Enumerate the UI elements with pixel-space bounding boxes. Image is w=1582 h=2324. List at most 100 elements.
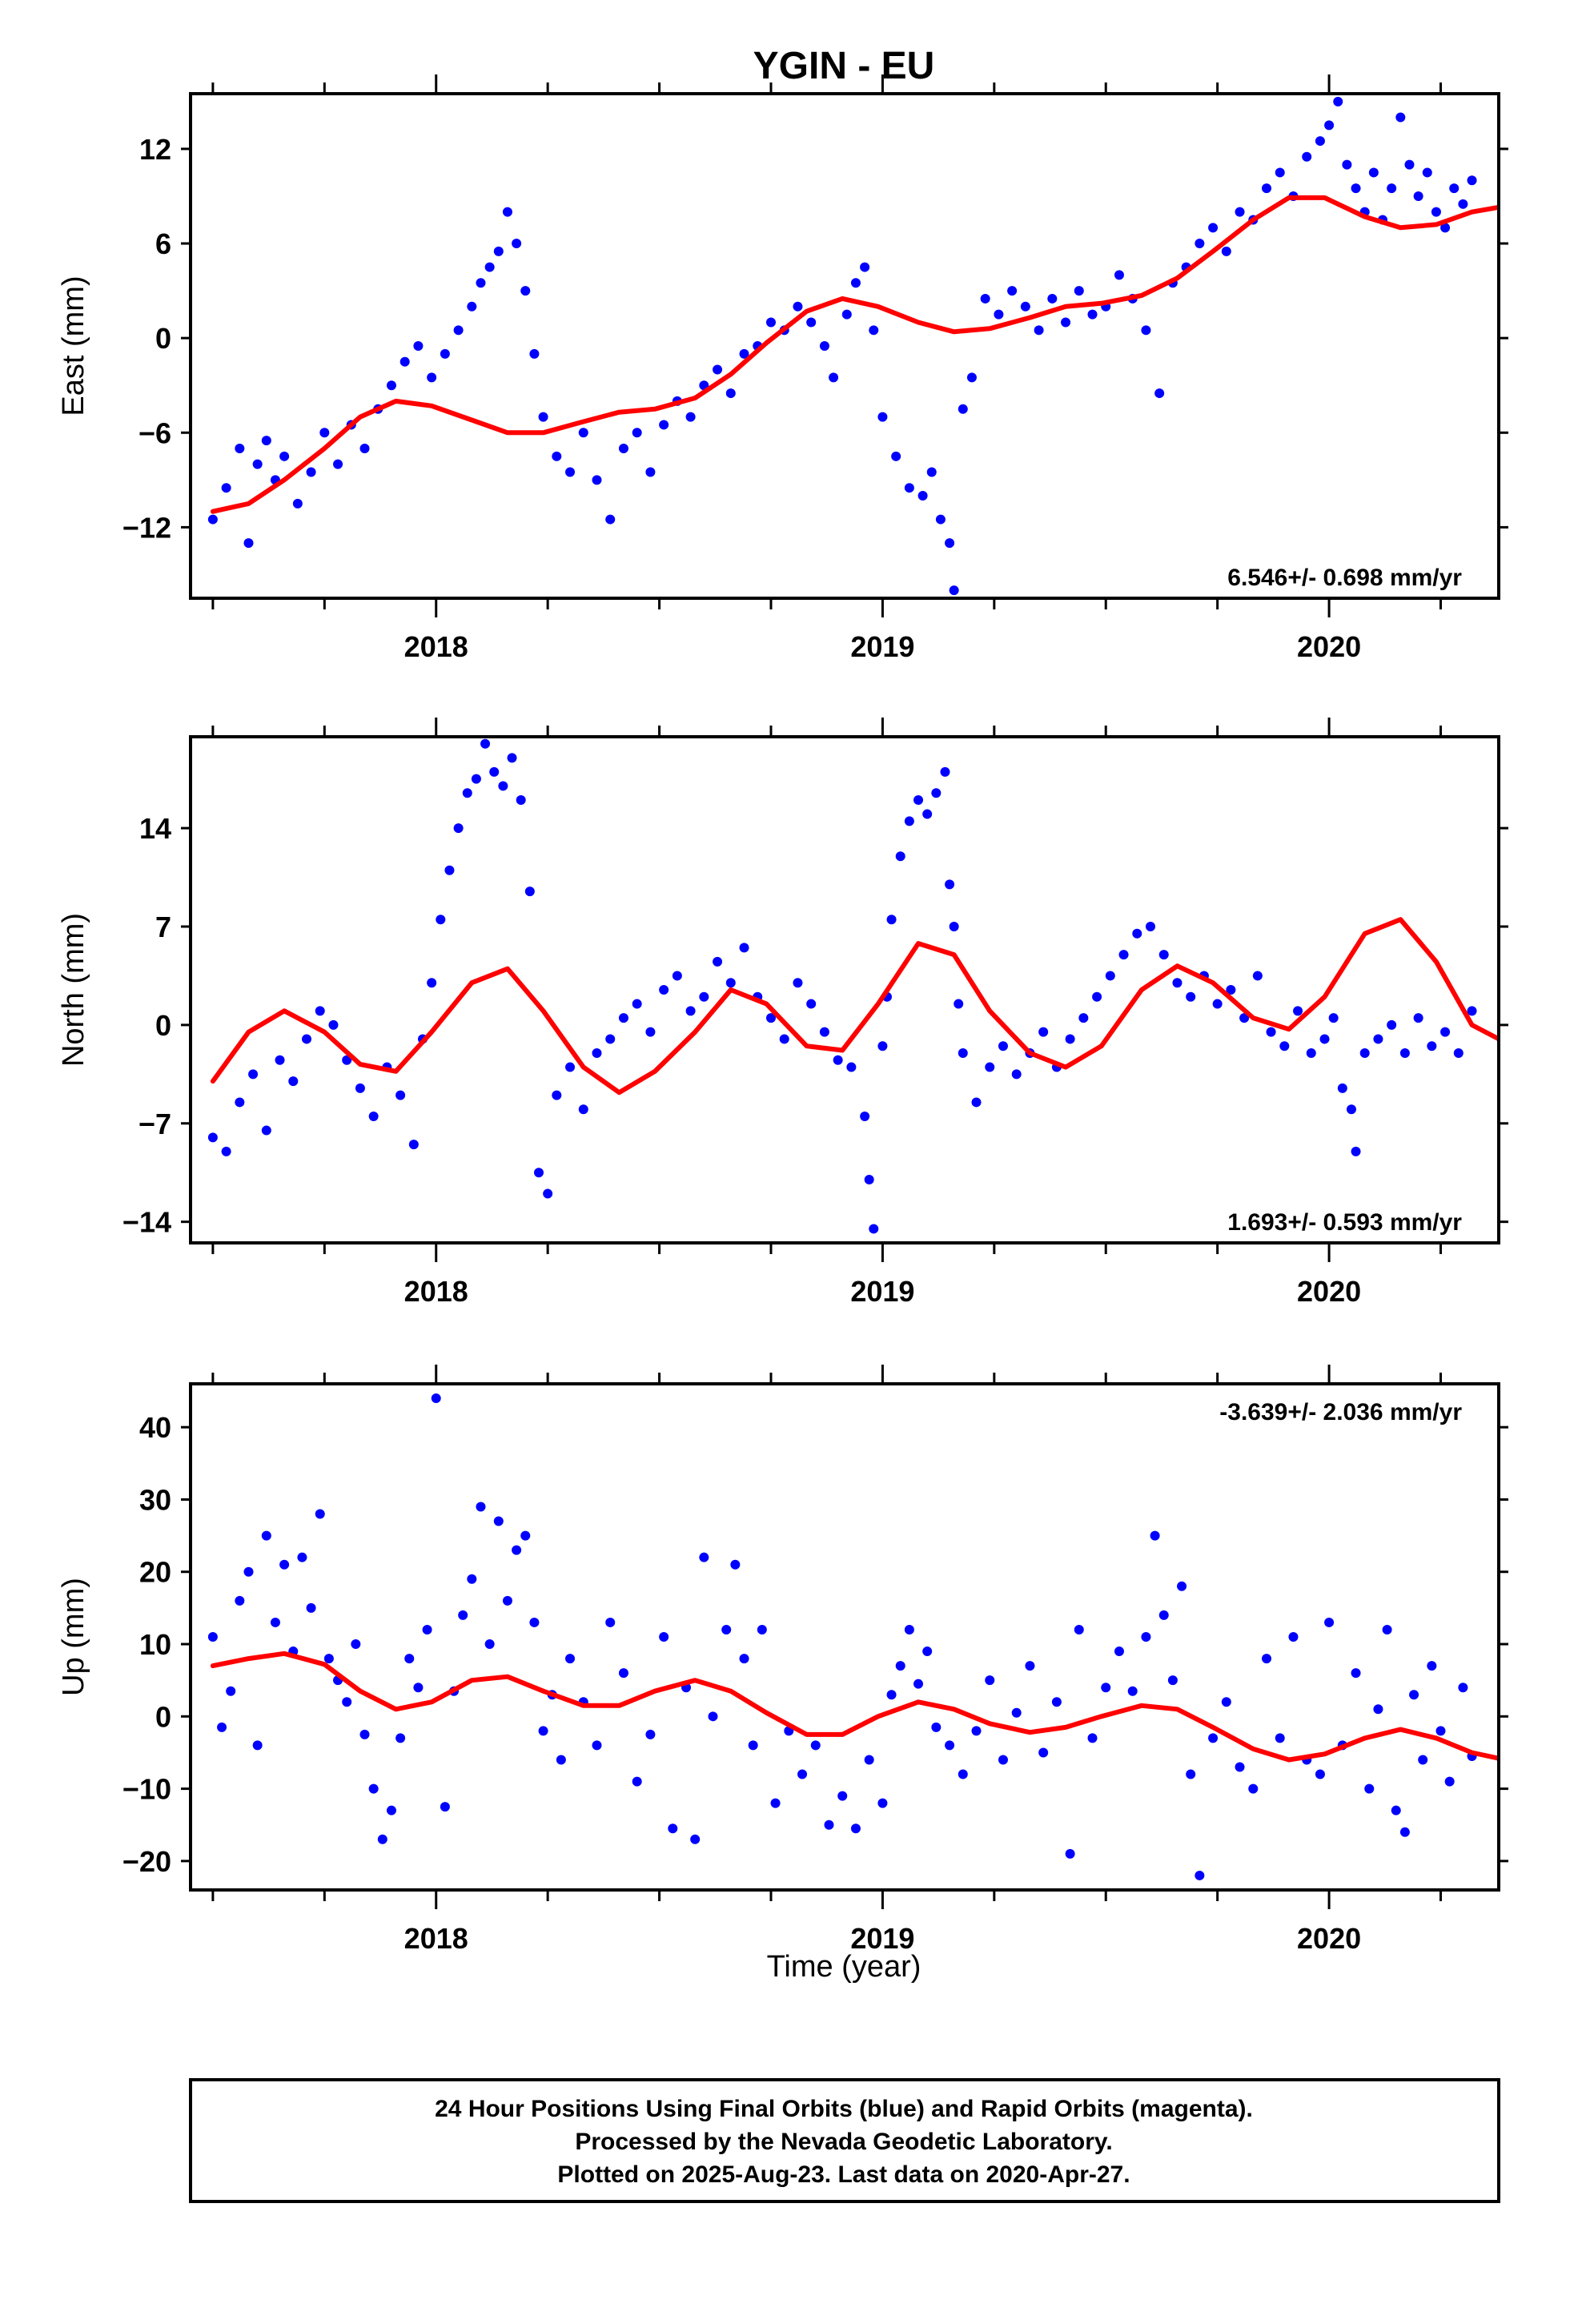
data-point (565, 467, 576, 477)
data-point (1078, 1013, 1089, 1023)
data-point (739, 1654, 749, 1664)
data-point (904, 816, 914, 826)
data-point (1105, 971, 1115, 981)
east-panel: −12 −6 0 6 12 2018 2019 2020 East (mm) 6.546+/- 0… (57, 74, 1508, 663)
data-point (806, 317, 817, 328)
data-point (408, 1140, 419, 1150)
data-point (917, 491, 928, 501)
data-point (877, 412, 888, 422)
data-point (1444, 1776, 1455, 1787)
data-point (1248, 1783, 1259, 1794)
data-point (1422, 167, 1432, 178)
data-point (1399, 1048, 1410, 1058)
data-point (1011, 1069, 1022, 1080)
y-tick-label: 20 (139, 1556, 171, 1589)
plot-area (207, 1393, 1499, 1880)
data-point (721, 1624, 732, 1634)
data-point (1418, 1755, 1428, 1765)
x-tick-label: 2019 (850, 1275, 914, 1308)
data-point (765, 317, 776, 328)
data-point (431, 1393, 441, 1404)
data-point (1275, 1733, 1285, 1743)
data-point (404, 1654, 415, 1664)
data-point (1315, 1769, 1325, 1779)
data-point (935, 514, 946, 525)
data-point (685, 1006, 696, 1016)
data-point (1342, 159, 1352, 170)
data-point (288, 1076, 299, 1087)
plot-frame (189, 92, 1500, 600)
data-point (351, 1639, 361, 1650)
data-point (757, 1624, 767, 1634)
data-point (538, 412, 548, 422)
data-point (552, 1090, 562, 1100)
data-point (850, 1823, 861, 1834)
data-point (1382, 1624, 1392, 1634)
data-point (524, 887, 535, 897)
data-point (1315, 136, 1325, 147)
data-point (895, 1661, 905, 1671)
data-point (980, 293, 990, 304)
data-point (279, 451, 290, 461)
data-point (471, 774, 481, 784)
data-point (529, 1617, 540, 1627)
y-tick-label: 0 (155, 1009, 171, 1042)
data-point (1118, 950, 1129, 960)
data-point (1387, 1019, 1397, 1030)
data-point (1404, 159, 1415, 170)
data-point (985, 1062, 995, 1072)
x-tick-label: 2018 (404, 1275, 468, 1308)
data-point (512, 1545, 522, 1555)
data-point (1154, 388, 1165, 399)
data-point (235, 443, 245, 453)
north-panel: −14 −7 0 7 14 2018 2019 2020 North (mm) 1.693+/- … (57, 718, 1508, 1308)
data-point (1351, 1668, 1361, 1679)
data-point (498, 781, 508, 791)
data-point (292, 498, 303, 509)
data-point (516, 795, 526, 805)
data-point (725, 388, 736, 399)
data-point (922, 1647, 933, 1657)
data-point (779, 1034, 789, 1044)
data-point (793, 978, 803, 988)
data-point (413, 341, 424, 351)
data-point (342, 1055, 352, 1065)
data-point (368, 1783, 379, 1794)
data-point (396, 1733, 406, 1743)
data-point (1074, 1624, 1084, 1634)
data-point (315, 1006, 325, 1016)
data-point (1427, 1661, 1437, 1671)
data-point (1435, 1726, 1446, 1736)
data-point (1453, 1048, 1464, 1058)
data-point (1324, 120, 1335, 131)
data-point (730, 1559, 741, 1570)
data-point (467, 301, 477, 312)
data-point (1150, 1530, 1160, 1541)
data-point (926, 467, 937, 477)
x-tick-label: 2019 (850, 630, 914, 663)
data-point (217, 1722, 227, 1732)
data-point (824, 1819, 834, 1830)
data-point (1395, 112, 1406, 123)
data-point (248, 1069, 259, 1080)
plot-area (207, 96, 1499, 596)
data-point (1047, 293, 1058, 304)
data-point (480, 738, 491, 749)
data-point (422, 1624, 432, 1634)
data-point (1467, 175, 1477, 186)
data-point (1034, 325, 1044, 336)
model-fit-line (210, 195, 1499, 514)
data-point (1101, 1683, 1111, 1693)
data-point (864, 1755, 874, 1765)
data-point (529, 348, 540, 359)
data-point (1158, 950, 1169, 960)
data-point (685, 412, 696, 422)
y-tick-label: 0 (155, 322, 171, 355)
data-point (243, 538, 254, 549)
data-point (1351, 1146, 1361, 1156)
data-point (306, 467, 316, 477)
data-point (819, 1027, 829, 1037)
data-point (207, 1632, 218, 1642)
data-point (846, 1062, 857, 1072)
data-point (315, 1509, 325, 1519)
